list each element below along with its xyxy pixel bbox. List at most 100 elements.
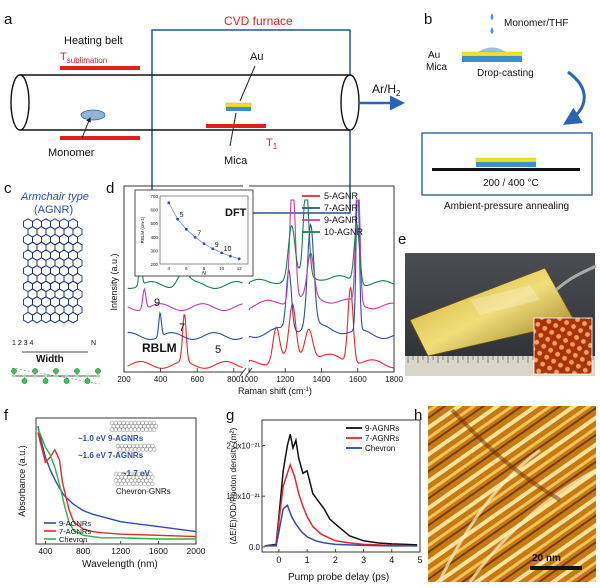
gnr-ring xyxy=(128,471,134,477)
gnr-ring xyxy=(136,420,142,426)
annealing-label: Ambient-pressure annealing xyxy=(444,201,569,212)
peak-label-5: 5 xyxy=(215,344,221,356)
gnr-ring xyxy=(122,424,128,429)
carbon-atom xyxy=(75,374,79,378)
legend-entry: Chevron xyxy=(59,535,87,544)
inset-point xyxy=(202,242,206,246)
au-layer xyxy=(475,157,537,163)
carbon-atom xyxy=(42,378,49,384)
gnr-ring xyxy=(134,475,140,480)
gnr-ring xyxy=(126,424,132,429)
gnr-ring xyxy=(151,427,157,432)
gnr-ring xyxy=(142,475,148,480)
legend-entry: 9-AGNR xyxy=(324,215,359,225)
foil-reflection xyxy=(470,285,540,315)
inset-y-tick-label: 200 xyxy=(150,262,158,267)
liquid-drop xyxy=(478,47,506,52)
absorbance-series-7-AGNRs xyxy=(37,432,197,538)
x-tick-label: 1600 xyxy=(349,375,367,384)
gnr-ring xyxy=(147,471,153,477)
gnr-ring xyxy=(146,443,151,449)
inset-x-tick-label: 12 xyxy=(237,266,243,271)
x-tick-label: 1400 xyxy=(313,375,331,384)
x-tick-label: 5 xyxy=(417,555,422,565)
gnr-ring xyxy=(115,481,121,487)
y-tick-label: 0.0 xyxy=(249,543,261,552)
hex-ring xyxy=(68,311,78,324)
width-label: Width xyxy=(36,354,64,365)
gnr-ring xyxy=(136,447,142,452)
gnr-ring xyxy=(124,471,130,477)
gap-9-label: ~1.0 eV 9-AGNRs xyxy=(78,434,144,443)
legend-entry: 5-AGNR xyxy=(324,191,359,201)
x-tick-label: 2 xyxy=(333,555,338,565)
gnr-ring xyxy=(140,420,145,426)
carbon-atom xyxy=(32,368,38,374)
annealing-box xyxy=(421,132,593,196)
inset-axes xyxy=(159,195,249,265)
gnr-ring xyxy=(143,427,149,432)
gnr-ring xyxy=(130,475,136,480)
gnr-ring xyxy=(130,481,136,487)
panel-c: c Armchair type (AGNR) 1 2 3 4 N Width xyxy=(4,180,101,385)
legend-entry: 10-AGNR xyxy=(324,227,364,237)
gnr-ring xyxy=(136,427,142,432)
panel-e: e xyxy=(398,231,597,376)
gnr-ring xyxy=(132,478,138,483)
carbon-atom xyxy=(53,368,59,374)
ribbon-type-title: Armchair type xyxy=(20,191,89,203)
gnr-ring xyxy=(132,427,138,432)
gnr-ring xyxy=(138,481,144,487)
gnr-ring xyxy=(147,478,153,483)
stm-inset xyxy=(533,317,593,375)
gnr-ring xyxy=(121,478,127,483)
mica-layer xyxy=(462,56,522,62)
heating-belt-top xyxy=(60,66,140,70)
x-tick-label: 4 xyxy=(389,555,394,565)
panel-letter: d xyxy=(106,180,114,197)
t-sublimation-label: Tsublimation xyxy=(60,51,107,65)
gnr-ring xyxy=(142,443,148,449)
stm-step-edges xyxy=(438,448,597,583)
gnr-structures xyxy=(109,420,159,487)
gnr-ring xyxy=(120,420,126,426)
gnr-ring xyxy=(111,424,117,429)
x-tick-label: 800 xyxy=(76,546,90,556)
x-tick-label: 200 xyxy=(117,375,131,384)
gnr-ring xyxy=(149,481,155,487)
gnr-ring xyxy=(132,420,138,426)
gnr-ring xyxy=(119,481,125,487)
gnr-ring xyxy=(128,447,134,452)
inset-y-tick-label: 600 xyxy=(150,208,158,213)
x-tick-label: 0 xyxy=(276,555,281,565)
absorbance-x-ticks: 400 800 1200 1600 2000 xyxy=(38,541,206,556)
inset-point xyxy=(220,251,224,255)
hex-ring xyxy=(23,311,33,324)
absorbance-xlabel: Wavelength (nm) xyxy=(82,559,158,570)
gnr-ring xyxy=(130,424,136,429)
au-pointer xyxy=(239,65,256,102)
dft-inset-plot: 200 300 400 500 600 700 4 6 8 10 12 N RBLM (cm-1) DFT… xyxy=(140,194,249,277)
pump-probe-plot xyxy=(264,434,418,547)
gnr-ring xyxy=(141,424,147,429)
au-layer xyxy=(225,102,252,108)
chevron-label: Chevron-GNRs xyxy=(116,487,171,496)
gnr-ring xyxy=(113,478,119,483)
inset-point-label: 10 xyxy=(224,246,232,253)
x-tick-label: 1600 xyxy=(149,546,168,556)
carbon-atom xyxy=(64,374,69,378)
gnr-ring xyxy=(119,443,125,449)
gnr-ring xyxy=(123,481,128,487)
x-tick-label: 2000 xyxy=(187,546,206,556)
panel-letter: h xyxy=(414,407,422,424)
gnr-ring xyxy=(125,447,130,452)
gap-7-label: ~1.6 eV 7-AGNRs xyxy=(78,451,144,460)
tweezers xyxy=(555,264,597,292)
raman-series-5-AGNR xyxy=(127,314,243,369)
gnr-ring xyxy=(115,475,121,480)
gnr-ring xyxy=(128,420,134,426)
x-tick-label: 1200 xyxy=(276,375,294,384)
x-tick-label: 400 xyxy=(154,375,168,384)
inset-x-tick-label: 6 xyxy=(185,266,188,271)
hex-ring xyxy=(50,311,60,324)
